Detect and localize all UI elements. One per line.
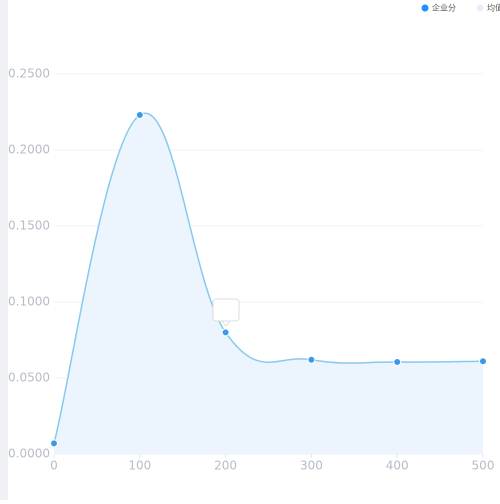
y-tick-label: 0.2500 bbox=[8, 67, 50, 81]
point bbox=[393, 358, 402, 367]
side-strip bbox=[0, 0, 8, 500]
y-tick-label: 0.1500 bbox=[8, 219, 50, 233]
point bbox=[221, 328, 230, 337]
point bbox=[50, 439, 58, 448]
y-tick-label: 0.0000 bbox=[8, 447, 50, 461]
y-tick-label: 0.1000 bbox=[8, 295, 50, 309]
legend-marker bbox=[421, 4, 429, 12]
point bbox=[307, 355, 316, 364]
y-tick-label: 0.0500 bbox=[8, 371, 50, 385]
legend-label: 企业分 bbox=[432, 3, 456, 13]
x-tick-label: 400 bbox=[386, 459, 409, 473]
x-tick-label: 200 bbox=[214, 459, 237, 473]
legend-label: 均值线 bbox=[487, 3, 500, 13]
tooltip bbox=[212, 298, 240, 327]
x-tick-label: 300 bbox=[300, 459, 323, 473]
x-tick-label: 500 bbox=[472, 459, 495, 473]
y-tick-label: 0.2000 bbox=[8, 143, 50, 157]
x-tick-label: 100 bbox=[128, 459, 151, 473]
point bbox=[479, 357, 487, 366]
area bbox=[54, 113, 483, 454]
point bbox=[135, 111, 144, 120]
legend-marker bbox=[476, 4, 484, 12]
x-tick-label: 0 bbox=[50, 459, 58, 473]
